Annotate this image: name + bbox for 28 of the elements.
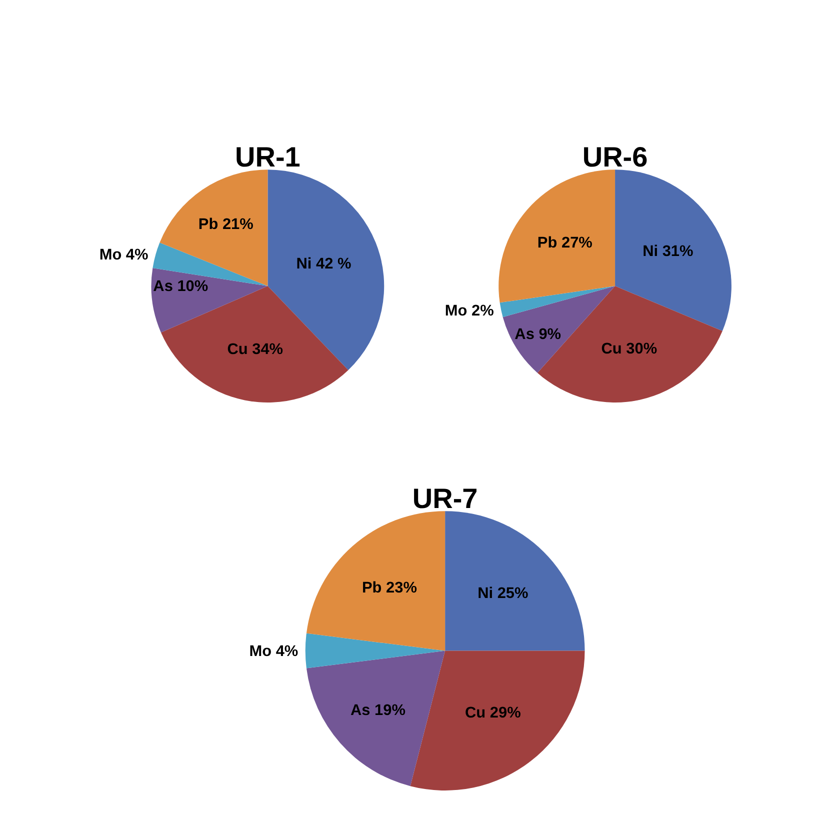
pie-slice: [500, 286, 616, 318]
slice-label: Ni 25%: [478, 584, 529, 602]
slice-label: Cu 34%: [227, 340, 284, 358]
chart-title: UR-1: [235, 142, 300, 173]
slice-label: As 19%: [350, 702, 406, 719]
slice-label: Mo 4%: [249, 642, 298, 660]
pie-slice: [537, 286, 722, 402]
slice-label: Pb 21%: [198, 216, 254, 234]
pie-slice: [498, 170, 616, 303]
chart-title: UR-6: [582, 142, 648, 173]
slice-label: As 10%: [153, 278, 208, 296]
slice-label: Pb 23%: [362, 580, 418, 597]
pie-slice: [445, 511, 585, 651]
slice-label: Ni 42 %: [296, 256, 352, 273]
slice-label: Cu 29%: [464, 704, 522, 722]
chart-title: UR-7: [412, 483, 478, 514]
pie-slice: [306, 650, 446, 786]
slice-label: Ni 31%: [642, 242, 694, 260]
pie-slice: [305, 633, 446, 668]
slice-label: Cu 30%: [601, 340, 658, 358]
pie-slice: [410, 650, 585, 790]
pie-slice: [306, 511, 446, 651]
slice-label: Mo 2%: [444, 302, 494, 320]
pie-slice: [151, 268, 268, 333]
slice-label: Mo 4%: [99, 246, 149, 264]
pie-slice: [615, 170, 732, 332]
slice-label: As 9%: [514, 326, 562, 343]
slice-label: Pb 27%: [537, 234, 593, 252]
